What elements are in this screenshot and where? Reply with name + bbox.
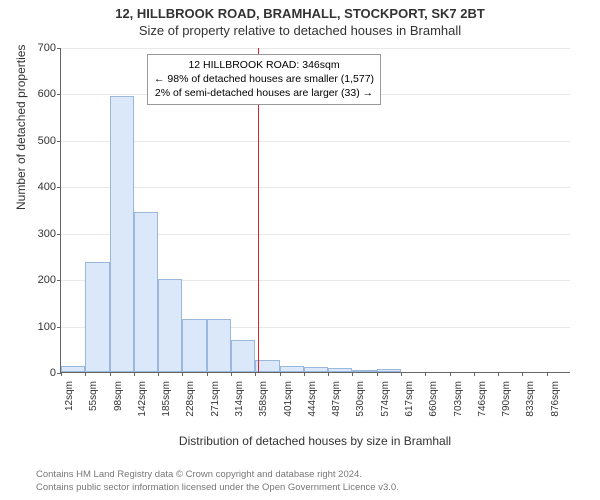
xtick-label: 833sqm bbox=[525, 381, 536, 431]
xtick-label: 401sqm bbox=[283, 381, 294, 431]
ytick-mark bbox=[57, 280, 61, 281]
chart-plot-area: 12 HILLBROOK ROAD: 346sqm← 98% of detach… bbox=[60, 48, 570, 373]
ytick-mark bbox=[57, 234, 61, 235]
histogram-bar bbox=[231, 340, 255, 373]
xtick-label: 617sqm bbox=[404, 381, 415, 431]
ytick-mark bbox=[57, 141, 61, 142]
histogram-bar bbox=[328, 368, 352, 372]
xtick-mark bbox=[85, 372, 86, 376]
annotation-box: 12 HILLBROOK ROAD: 346sqm← 98% of detach… bbox=[147, 54, 381, 105]
xtick-mark bbox=[231, 372, 232, 376]
title-address: 12, HILLBROOK ROAD, BRAMHALL, STOCKPORT,… bbox=[0, 0, 600, 21]
xtick-mark bbox=[547, 372, 548, 376]
ytick-label: 0 bbox=[16, 367, 56, 379]
ytick-label: 300 bbox=[16, 228, 56, 240]
xtick-mark bbox=[474, 372, 475, 376]
xtick-mark bbox=[110, 372, 111, 376]
histogram-bar bbox=[280, 366, 304, 373]
gridline bbox=[61, 48, 570, 49]
annotation-line3: 2% of semi-detached houses are larger (3… bbox=[154, 86, 374, 100]
xtick-label: 574sqm bbox=[380, 381, 391, 431]
xtick-mark bbox=[401, 372, 402, 376]
histogram-bar bbox=[85, 262, 109, 373]
xtick-mark bbox=[134, 372, 135, 376]
annotation-line1: 12 HILLBROOK ROAD: 346sqm bbox=[154, 58, 374, 72]
xtick-mark bbox=[377, 372, 378, 376]
histogram-bar bbox=[352, 370, 376, 372]
title-subtitle: Size of property relative to detached ho… bbox=[0, 21, 600, 38]
xtick-label: 444sqm bbox=[307, 381, 318, 431]
gridline bbox=[61, 187, 570, 188]
xtick-label: 185sqm bbox=[161, 381, 172, 431]
xtick-label: 876sqm bbox=[550, 381, 561, 431]
xtick-label: 314sqm bbox=[234, 381, 245, 431]
xtick-mark bbox=[522, 372, 523, 376]
ytick-mark bbox=[57, 48, 61, 49]
xtick-mark bbox=[158, 372, 159, 376]
histogram-bar bbox=[377, 369, 401, 372]
xtick-mark bbox=[328, 372, 329, 376]
xtick-label: 271sqm bbox=[210, 381, 221, 431]
xtick-label: 487sqm bbox=[331, 381, 342, 431]
xtick-mark bbox=[280, 372, 281, 376]
ytick-label: 100 bbox=[16, 321, 56, 333]
ytick-mark bbox=[57, 327, 61, 328]
xtick-mark bbox=[61, 372, 62, 376]
xtick-label: 790sqm bbox=[501, 381, 512, 431]
histogram-bar bbox=[182, 319, 206, 372]
xtick-label: 228sqm bbox=[185, 381, 196, 431]
histogram-bar bbox=[61, 366, 85, 372]
x-axis-label: Distribution of detached houses by size … bbox=[60, 434, 570, 448]
ytick-label: 200 bbox=[16, 274, 56, 286]
footer-line2: Contains public sector information licen… bbox=[36, 482, 399, 494]
xtick-mark bbox=[255, 372, 256, 376]
ytick-mark bbox=[57, 94, 61, 95]
xtick-mark bbox=[450, 372, 451, 376]
histogram-bar bbox=[207, 319, 231, 372]
histogram-bar bbox=[304, 367, 328, 372]
xtick-label: 55sqm bbox=[88, 381, 99, 431]
ytick-label: 400 bbox=[16, 181, 56, 193]
histogram-bar bbox=[110, 96, 134, 372]
ytick-mark bbox=[57, 187, 61, 188]
xtick-mark bbox=[182, 372, 183, 376]
xtick-mark bbox=[498, 372, 499, 376]
gridline bbox=[61, 141, 570, 142]
footer-line1: Contains HM Land Registry data © Crown c… bbox=[36, 469, 399, 481]
xtick-label: 703sqm bbox=[453, 381, 464, 431]
xtick-label: 746sqm bbox=[477, 381, 488, 431]
xtick-label: 12sqm bbox=[64, 381, 75, 431]
xtick-label: 142sqm bbox=[137, 381, 148, 431]
xtick-mark bbox=[425, 372, 426, 376]
xtick-label: 358sqm bbox=[258, 381, 269, 431]
footer-attribution: Contains HM Land Registry data © Crown c… bbox=[36, 469, 399, 494]
histogram-bar bbox=[158, 279, 182, 372]
xtick-label: 530sqm bbox=[355, 381, 366, 431]
ytick-label: 500 bbox=[16, 135, 56, 147]
xtick-label: 98sqm bbox=[113, 381, 124, 431]
xtick-mark bbox=[304, 372, 305, 376]
ytick-label: 700 bbox=[16, 42, 56, 54]
xtick-mark bbox=[207, 372, 208, 376]
annotation-line2: ← 98% of detached houses are smaller (1,… bbox=[154, 72, 374, 86]
ytick-label: 600 bbox=[16, 88, 56, 100]
xtick-label: 660sqm bbox=[428, 381, 439, 431]
histogram-bar bbox=[134, 212, 158, 372]
xtick-mark bbox=[352, 372, 353, 376]
